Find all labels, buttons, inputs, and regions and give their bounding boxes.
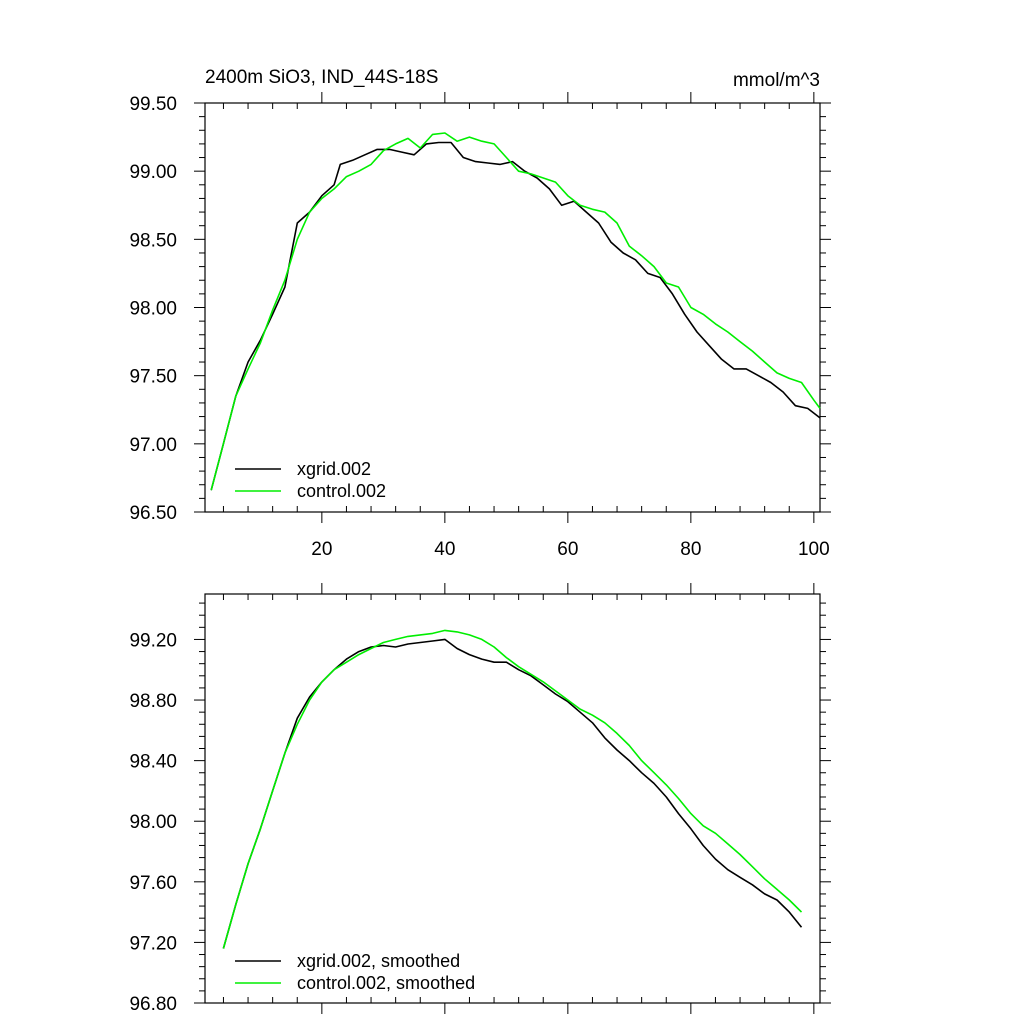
bottom-series-line-xgrid: [222, 638, 803, 949]
top-series-line-control: [210, 132, 821, 491]
top-y-tick-label: 96.50: [129, 503, 177, 524]
bottom-y-tick-label: 98.40: [129, 752, 177, 773]
units-label: mmol/m^3: [733, 70, 820, 91]
bottom-line-chart: 96.80 97.20 97.60 98.00 98.40 98.80 99.20 xgrid…: [129, 583, 831, 1015]
top-series-line-xgrid: [210, 141, 821, 491]
bottom-y-tick-label: 96.80: [129, 994, 177, 1015]
top-x-tick-label: 60: [557, 539, 578, 560]
top-y-tick-label: 97.50: [129, 367, 177, 388]
top-y-tick-label: 98.00: [129, 299, 177, 320]
bottom-y-tick-label: 97.60: [129, 873, 177, 894]
top-y-tick-label: 97.00: [129, 435, 177, 456]
top-x-tick-label: 80: [680, 539, 701, 560]
top-legend-label: control.002: [297, 481, 386, 501]
top-legend-label: xgrid.002: [297, 459, 371, 479]
top-x-tick-label: 20: [311, 539, 332, 560]
top-line-chart: 2400m SiO3, IND_44S-18S mmol/m^3 20 40 60 8…: [129, 67, 831, 560]
bottom-y-tick-label: 98.00: [129, 812, 177, 833]
bottom-y-tick-label: 99.20: [129, 630, 177, 651]
bottom-legend-label: xgrid.002, smoothed: [297, 951, 460, 971]
bottom-y-tick-label: 98.80: [129, 691, 177, 712]
top-x-tick-label: 40: [434, 539, 455, 560]
bottom-plot-frame: [204, 593, 821, 1004]
chart-title: 2400m SiO3, IND_44S-18S: [205, 67, 438, 88]
bottom-y-tick-label: 97.20: [129, 933, 177, 954]
top-y-tick-label: 98.50: [129, 230, 177, 251]
top-x-tick-label: 100: [798, 539, 830, 560]
top-y-tick-label: 99.50: [129, 94, 177, 115]
top-y-tick-label: 99.00: [129, 162, 177, 183]
bottom-series-line-control: [222, 629, 803, 949]
bottom-legend-label: control.002, smoothed: [297, 973, 475, 993]
